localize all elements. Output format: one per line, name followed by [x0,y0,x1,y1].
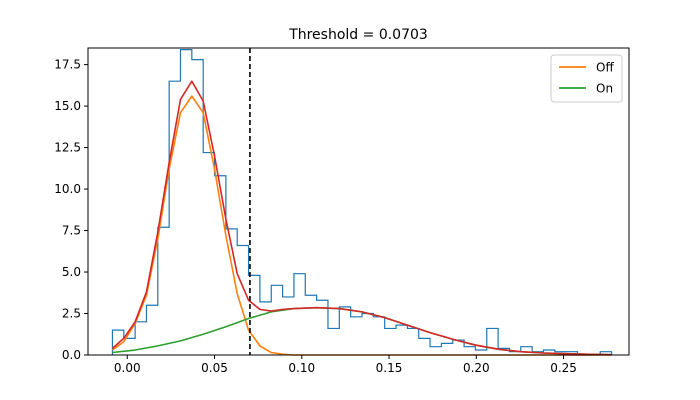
y-tick-label: 7.5 [62,224,81,238]
x-tick-label: 0.05 [201,361,228,375]
y-tick-label: 12.5 [54,141,81,155]
y-tick-label: 5.0 [62,265,81,279]
y-tick-label: 2.5 [62,307,81,321]
y-tick-label: 17.5 [54,58,81,72]
x-tick-label: 0.10 [288,361,315,375]
series-line-total [111,80,612,356]
y-tick-label: 10.0 [54,182,81,196]
y-tick-label: 0.0 [62,348,81,362]
x-tick-label: 0.00 [114,361,141,375]
histogram-step [111,49,613,356]
legend: Off On [550,54,623,103]
legend-label-off: Off [596,61,614,75]
plot-area: 0.00 0.05 0.10 0.15 0.20 0.25 0.0 2.5 5.0 7.5 10.0… [54,47,630,375]
chart-title: Threshold = 0.0703 [288,27,428,43]
legend-label-on: On [596,82,613,96]
x-tick-label: 0.15 [376,361,403,375]
y-tick-label: 15.0 [54,99,81,113]
x-tick-label: 0.20 [463,361,490,375]
axes-frame [87,47,630,356]
x-tick-label: 0.25 [550,361,577,375]
